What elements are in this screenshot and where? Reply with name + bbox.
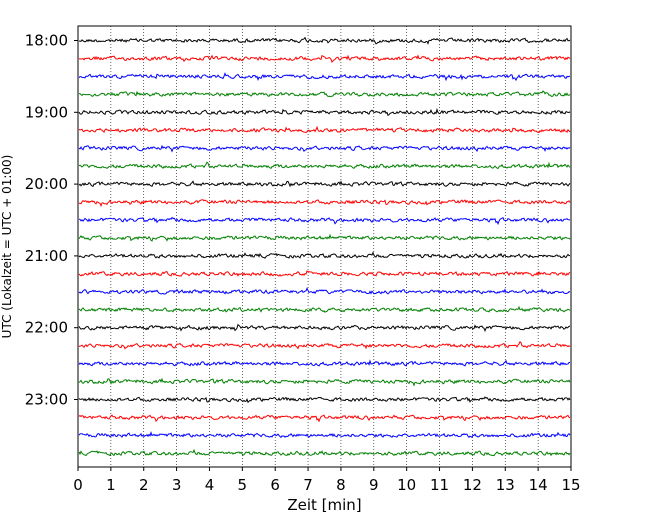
seismogram-trace	[78, 323, 571, 333]
x-tick-label: 0	[73, 476, 83, 494]
x-tick-label: 1	[106, 476, 116, 494]
y-tick-label: 21:00	[25, 247, 68, 265]
x-tick-label: 14	[529, 476, 548, 494]
seismogram-traces	[78, 36, 571, 457]
y-axis-ticks: 18:00 19:00 20:00 21:00 22:00 23:00	[25, 32, 78, 409]
seismogram-trace	[78, 125, 571, 134]
seismogram-trace	[78, 199, 571, 208]
seismogram-trace	[78, 377, 571, 387]
x-tick-label: 12	[463, 476, 482, 494]
x-tick-label: 2	[139, 476, 149, 494]
y-tick-label: 19:00	[25, 103, 68, 121]
x-tick-label: 15	[561, 476, 580, 494]
y-tick-label: 20:00	[25, 175, 68, 193]
seismogram-trace	[78, 414, 571, 423]
seismogram-trace	[78, 359, 571, 367]
seismogram-trace	[78, 340, 571, 350]
x-tick-label: 9	[369, 476, 379, 494]
x-tick-label: 7	[303, 476, 313, 494]
seismogram-trace	[78, 270, 571, 277]
x-tick-label: 10	[397, 476, 416, 494]
y-axis-label: UTC (Lokalzeit = UTC + 01:00)	[0, 155, 14, 339]
seismogram-trace	[78, 180, 571, 188]
seismogram-trace	[78, 305, 571, 313]
plot-frame	[77, 25, 572, 468]
x-axis-label: Zeit [min]	[287, 496, 361, 514]
y-tick-label: 18:00	[25, 32, 68, 50]
y-tick-label: 23:00	[25, 391, 68, 409]
y-tick-label: 22:00	[25, 319, 68, 337]
x-tick-label: 13	[496, 476, 515, 494]
x-tick-label: 4	[205, 476, 215, 494]
seismogram-trace	[78, 161, 571, 170]
seismogram-trace	[78, 36, 571, 45]
seismogram-trace	[78, 396, 571, 404]
seismogram-trace	[78, 54, 571, 63]
seismogram-trace	[78, 144, 571, 153]
seismogram-trace	[78, 72, 571, 82]
x-axis-ticks: 0 1 2 3 4 5 6 7 8 9 10 11 12 13 14 15	[73, 467, 581, 494]
seismogram-trace	[78, 430, 571, 439]
x-tick-label: 8	[336, 476, 346, 494]
x-tick-label: 5	[238, 476, 248, 494]
seismogram-trace	[78, 448, 571, 457]
seismogram-trace	[78, 251, 571, 259]
x-tick-label: 3	[172, 476, 182, 494]
seismogram-trace	[78, 107, 571, 117]
seismogram-trace	[78, 90, 571, 98]
x-tick-label: 6	[270, 476, 280, 494]
seismogram-trace	[78, 287, 571, 295]
seismogram-trace	[78, 216, 571, 226]
x-tick-label: 11	[430, 476, 449, 494]
seismogram-trace	[78, 233, 571, 242]
